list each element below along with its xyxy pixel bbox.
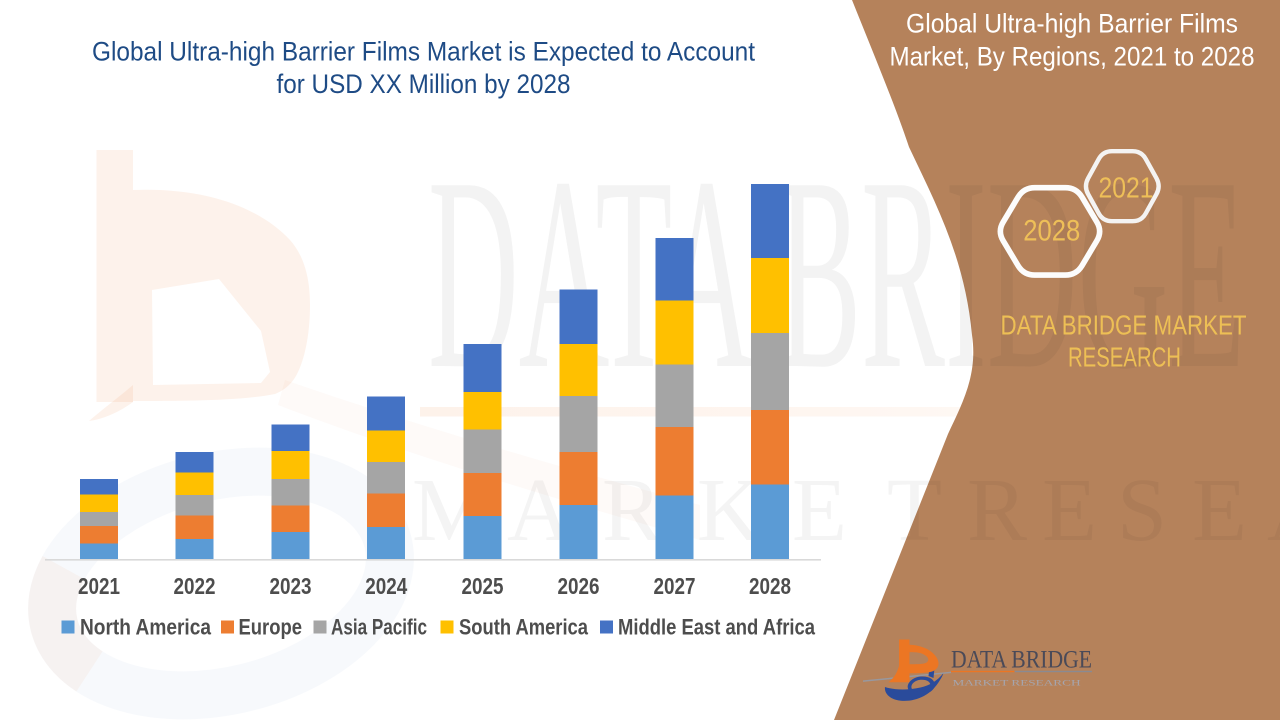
svg-text:Global Ultra-high Barrier Film: Global Ultra-high Barrier Films	[906, 9, 1238, 39]
svg-text:Asia Pacific: Asia Pacific	[331, 615, 427, 640]
svg-text:2021: 2021	[78, 573, 120, 599]
svg-text:2025: 2025	[462, 573, 504, 599]
svg-text:2021: 2021	[1099, 173, 1154, 205]
svg-text:DATA BRIDGE: DATA BRIDGE	[951, 645, 1092, 674]
svg-text:South America: South America	[459, 615, 588, 640]
svg-text:North America: North America	[80, 615, 211, 640]
svg-text:2024: 2024	[365, 573, 407, 599]
svg-text:for USD XX Million by 2028: for USD XX Million by 2028	[277, 69, 571, 99]
svg-text:Middle East and Africa: Middle East and Africa	[618, 615, 815, 640]
svg-text:MARKET RESEARCH: MARKET RESEARCH	[953, 679, 1081, 688]
svg-text:2027: 2027	[654, 573, 696, 599]
svg-text:2028: 2028	[1023, 215, 1080, 248]
svg-text:DATA BRIDGE MARKET: DATA BRIDGE MARKET	[1001, 310, 1247, 341]
svg-text:RESEARCH: RESEARCH	[1068, 342, 1181, 373]
svg-text:Global Ultra-high Barrier Film: Global Ultra-high Barrier Films Market i…	[92, 37, 756, 67]
svg-text:2022: 2022	[174, 573, 216, 599]
svg-text:DATA BRIDGE: DATA BRIDGE	[428, 120, 1245, 426]
svg-text:Europe: Europe	[239, 615, 303, 640]
svg-text:2026: 2026	[558, 573, 600, 599]
svg-text:2028: 2028	[749, 573, 791, 599]
svg-text:2023: 2023	[270, 573, 312, 599]
svg-text:Market, By Regions, 2021 to 20: Market, By Regions, 2021 to 2028	[890, 42, 1255, 72]
